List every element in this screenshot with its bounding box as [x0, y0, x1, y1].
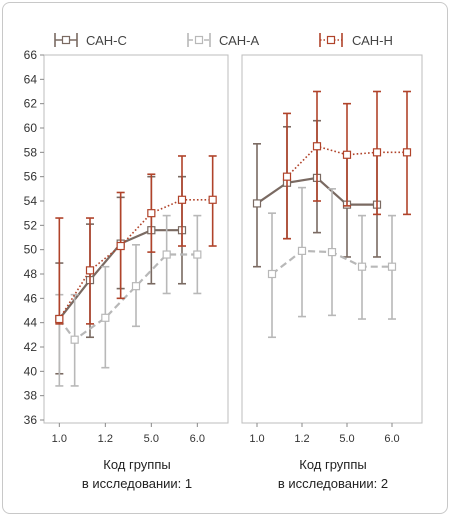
y-tick-label: 54 [24, 194, 38, 208]
chart-marks [55, 90, 412, 387]
y-axis-ticks: 66 64 62 60 58 56 54 52 50 48 46 44 42 40 38 36 [24, 48, 44, 427]
data-point [282, 172, 292, 181]
y-tick-label: 64 [24, 72, 38, 86]
y-tick-label: 48 [24, 267, 38, 281]
series-line [58, 253, 198, 342]
y-tick-label: 42 [24, 340, 38, 354]
data-point [372, 148, 382, 157]
panel-2-xlabel-line2: в исследовании: 2 [278, 476, 388, 491]
data-point [357, 262, 367, 271]
data-point [297, 246, 307, 255]
y-tick-label: 50 [24, 243, 38, 257]
y-tick-label: 40 [24, 364, 38, 378]
data-point [177, 195, 187, 204]
data-point [193, 250, 202, 259]
data-point [208, 195, 217, 204]
data-point [85, 266, 95, 275]
y-tick-label: 66 [24, 48, 38, 62]
data-point [162, 250, 171, 259]
series-line [286, 145, 407, 178]
x-tick-label: 1.2 [294, 433, 309, 445]
data-point [312, 142, 322, 151]
x-tick-label: 1.0 [249, 433, 264, 445]
data-point [327, 248, 337, 257]
y-tick-label: 36 [24, 413, 38, 427]
panel-2-series-3 [282, 90, 412, 240]
x-axis-ticks: 1.0 1.2 5.0 6.0 1.0 1.2 5.0 6.0 [52, 423, 400, 445]
x-tick-label: 1.2 [98, 433, 113, 445]
legend-item-san-a: САН-А [187, 33, 259, 48]
y-tick-label: 46 [24, 291, 38, 305]
data-point [70, 335, 79, 344]
legend-item-san-n: САН-Н [319, 33, 393, 48]
panel-2-xlabel-line1: Код группы [299, 457, 366, 472]
data-point [147, 209, 156, 218]
x-tick-label: 6.0 [190, 433, 205, 445]
x-tick-label: 6.0 [384, 433, 399, 445]
legend-label-san-n: САН-Н [352, 33, 393, 48]
data-point [55, 314, 64, 324]
panel-2-series-2 [267, 186, 397, 339]
panel-1-frame [43, 54, 229, 424]
series-line [58, 198, 213, 320]
data-point [402, 148, 412, 157]
panel-1-xlabel-line1: Код группы [103, 457, 170, 472]
legend-item-san-s: САН-С [54, 33, 127, 48]
panel-2-frame [241, 54, 423, 424]
y-tick-label: 52 [24, 218, 38, 232]
legend-label-san-a: САН-А [219, 33, 259, 48]
data-point [116, 241, 125, 251]
data-point [131, 282, 141, 291]
panel-1-xlabel-line2: в исследовании: 1 [82, 476, 192, 491]
chart-frame [2, 2, 448, 514]
y-tick-label: 56 [24, 170, 38, 184]
data-point [267, 269, 277, 279]
data-point [101, 313, 110, 322]
legend: САН-С САН-А САН-Н [54, 33, 393, 48]
data-point [387, 262, 397, 271]
panel-1-series-2 [55, 214, 202, 387]
x-tick-label: 5.0 [339, 433, 354, 445]
legend-label-san-s: САН-С [86, 33, 127, 48]
panel-1-series-3 [55, 155, 217, 325]
y-tick-label: 38 [24, 389, 38, 403]
data-point [342, 150, 352, 159]
y-tick-label: 60 [24, 121, 38, 135]
x-tick-label: 1.0 [52, 433, 67, 445]
x-tick-label: 5.0 [144, 433, 159, 445]
data-point [252, 199, 262, 208]
y-tick-label: 58 [24, 145, 38, 159]
y-tick-label: 44 [24, 316, 38, 330]
y-tick-label: 62 [24, 97, 38, 111]
